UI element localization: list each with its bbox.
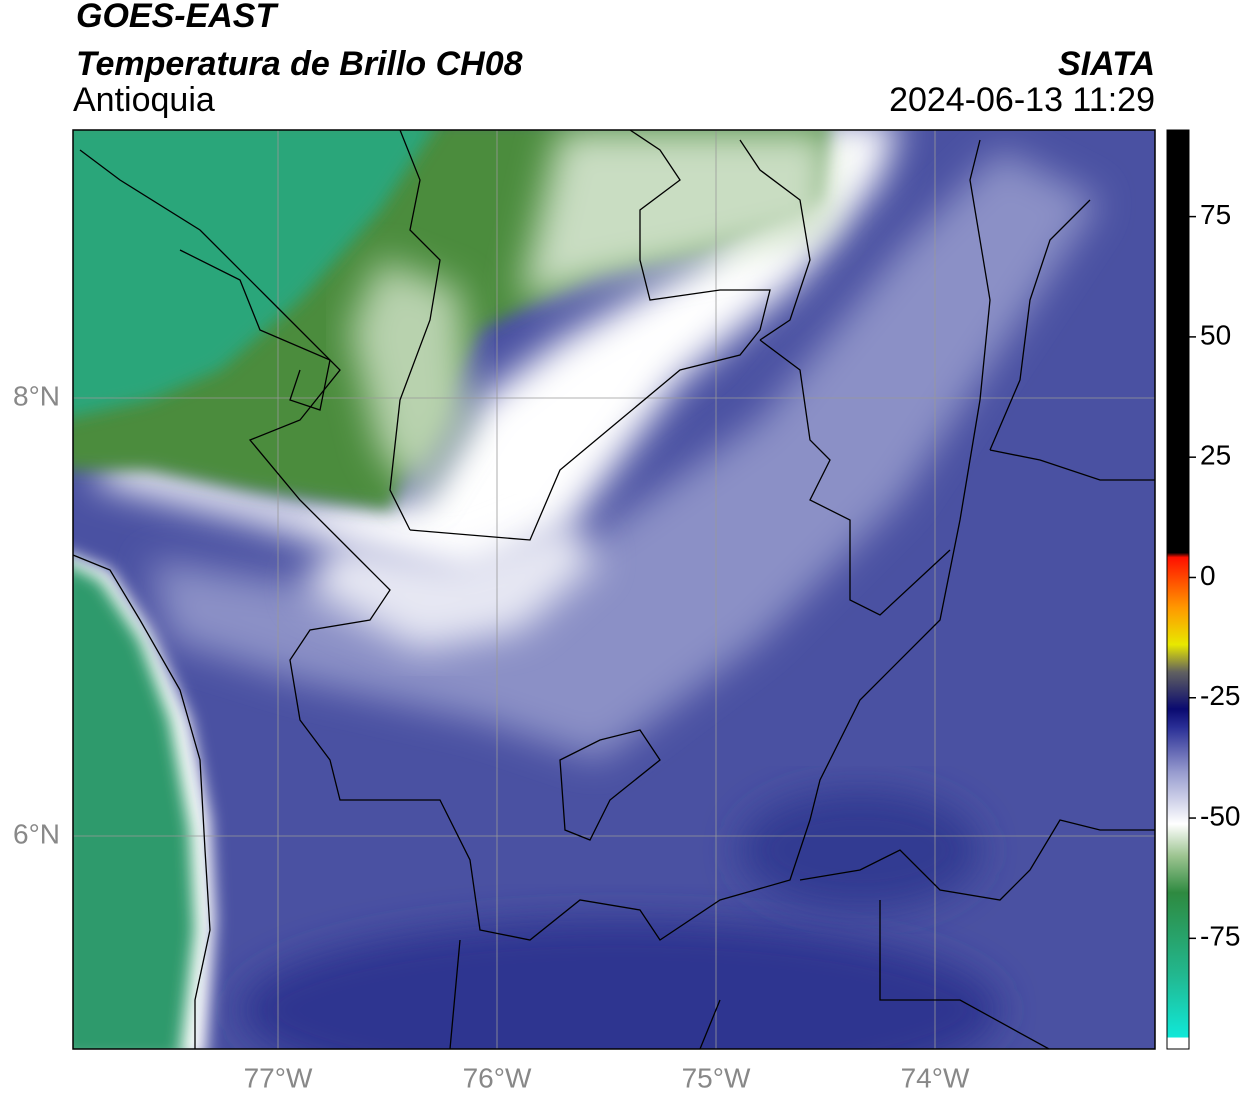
timestamp: 2024-06-13 11:29 [889,81,1155,119]
colorbar-tick-label: -75 [1200,921,1240,952]
borders [73,130,1155,1049]
source: SIATA [1058,45,1155,83]
colorbar-tick-label: 25 [1200,440,1231,471]
lat-label: 6°N [13,818,60,849]
title: GOES-EAST [76,0,279,35]
colorbar-tick-label: 50 [1200,319,1231,350]
colorbar-tick-label: -50 [1200,800,1240,831]
lon-label: 75°W [682,1062,751,1093]
region: Antioquia [73,81,215,119]
map-frame [72,129,1156,1050]
lon-label: 74°W [901,1062,970,1093]
colorbar-tick-label: 75 [1200,199,1231,230]
lon-label: 77°W [244,1062,313,1093]
graticule [73,130,1155,1049]
subtitle: Temperatura de Brillo CH08 [76,45,523,83]
lat-label: 8°N [13,380,60,411]
colorbar-tick-label: -25 [1200,680,1240,711]
colorbar-tick-label: 0 [1200,560,1216,591]
colorbar-scale [1166,129,1190,1050]
colorbar: 75 50 25 0 -25 -50 -75 [1166,129,1240,1050]
lon-label: 76°W [463,1062,532,1093]
satellite-image [73,130,1155,1049]
